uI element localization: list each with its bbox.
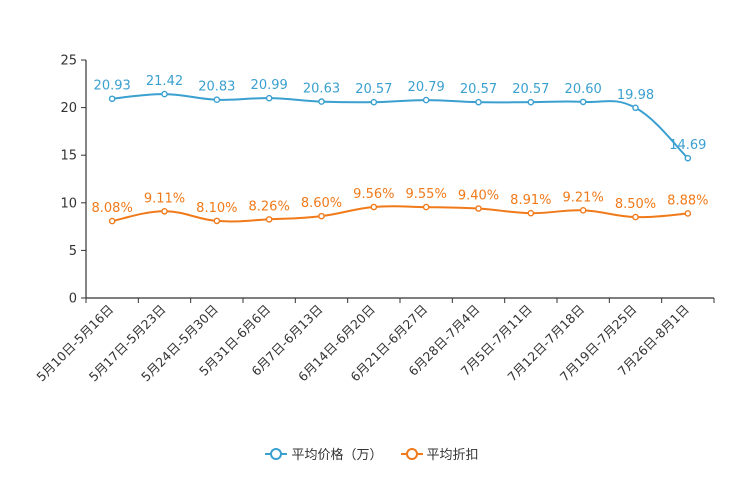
data-label: 20.63 — [303, 82, 340, 97]
data-label: 8.50% — [615, 197, 656, 212]
data-label: 20.99 — [251, 78, 288, 93]
data-label: 14.69 — [669, 138, 706, 153]
data-label: 9.55% — [406, 187, 447, 202]
data-point[interactable] — [370, 98, 378, 106]
data-point[interactable] — [527, 98, 535, 106]
y-tick-label: 10 — [60, 196, 77, 211]
series-layer — [108, 90, 692, 225]
data-point[interactable] — [213, 217, 221, 225]
y-tick-label: 15 — [60, 149, 77, 164]
data-label: 21.42 — [146, 74, 183, 89]
data-point[interactable] — [632, 104, 639, 112]
data-point[interactable] — [213, 96, 221, 103]
data-point[interactable] — [370, 203, 378, 211]
data-label: 20.83 — [198, 80, 235, 95]
legend-item-price[interactable]: 平均价格（万） — [265, 444, 383, 463]
legend-price-label: 平均价格（万） — [291, 448, 383, 463]
data-label: 20.93 — [94, 79, 131, 94]
data-labels: 20.93 21.42 20.83 20.99 20.63 20.57 20.79 20.57… — [92, 74, 709, 216]
data-label: 8.88% — [667, 193, 708, 208]
data-point[interactable] — [632, 213, 639, 221]
data-point[interactable] — [318, 212, 325, 220]
y-tick-label: 0 — [69, 292, 77, 307]
data-point[interactable] — [684, 154, 692, 162]
series-line-1 — [111, 205, 688, 223]
data-label: 8.10% — [196, 201, 237, 216]
data-point[interactable] — [527, 209, 535, 217]
data-label: 20.57 — [512, 82, 549, 97]
data-point[interactable] — [422, 203, 430, 211]
data-label: 19.98 — [617, 88, 654, 103]
data-point[interactable] — [318, 98, 325, 105]
data-point[interactable] — [475, 98, 482, 106]
data-label: 9.11% — [144, 191, 185, 206]
legend-item-discount[interactable]: 平均折扣 — [400, 444, 479, 463]
data-label: 8.26% — [249, 199, 290, 214]
legend-price-swatch-icon — [265, 447, 288, 461]
data-label: 8.08% — [92, 201, 133, 216]
legend: 平均价格（万） 平均折扣 — [0, 444, 744, 463]
data-label: 9.21% — [563, 190, 604, 205]
data-point[interactable] — [161, 207, 168, 215]
legend-discount-swatch-icon — [400, 447, 423, 461]
series-line-0 — [112, 93, 689, 159]
data-point[interactable] — [422, 96, 430, 104]
data-label: 8.60% — [301, 196, 342, 211]
data-label: 9.56% — [353, 187, 394, 202]
data-point[interactable] — [265, 216, 273, 223]
data-point[interactable] — [684, 210, 692, 217]
data-label: 20.79 — [408, 80, 445, 95]
data-label: 8.91% — [510, 193, 551, 208]
y-tick-label: 25 — [60, 54, 77, 69]
data-point[interactable] — [265, 94, 273, 102]
legend-discount-label: 平均折扣 — [426, 448, 479, 463]
data-label: 9.40% — [458, 189, 499, 204]
data-point[interactable] — [161, 90, 168, 98]
y-tick-label: 5 — [69, 244, 77, 259]
data-label: 20.60 — [565, 82, 602, 97]
data-point[interactable] — [475, 205, 482, 212]
data-point[interactable] — [108, 95, 116, 103]
data-point[interactable] — [579, 98, 587, 106]
data-label: 20.57 — [355, 82, 392, 97]
y-tick-label: 20 — [60, 101, 77, 116]
data-point[interactable] — [108, 217, 116, 225]
data-label: 20.57 — [460, 82, 497, 97]
data-point[interactable] — [579, 207, 587, 214]
